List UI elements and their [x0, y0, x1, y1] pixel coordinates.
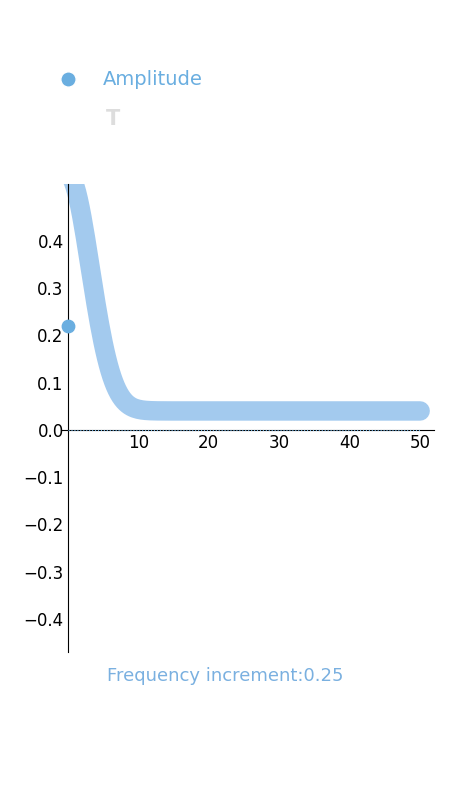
Legend: Amplitude: Amplitude	[40, 62, 211, 98]
Text: FREQUENCY: FREQUENCY	[267, 109, 408, 129]
Point	[64, 319, 72, 332]
Text: Frequency increment:0.25: Frequency increment:0.25	[107, 667, 343, 685]
Text: T: T	[105, 109, 120, 129]
